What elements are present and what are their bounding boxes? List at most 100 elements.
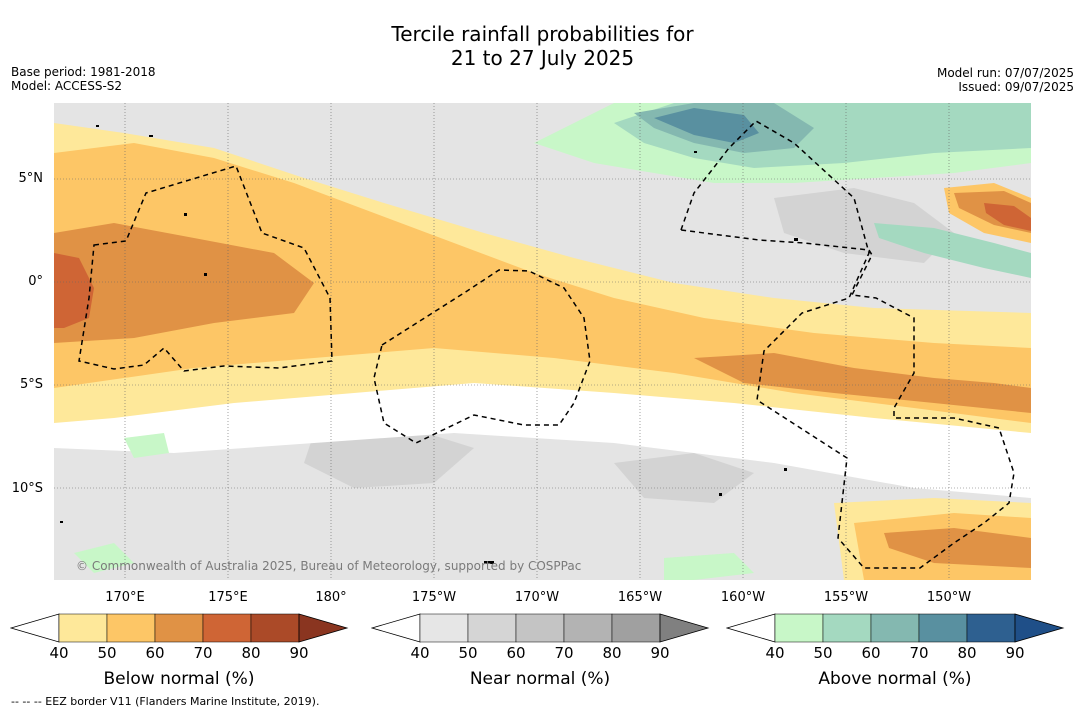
cb-below-bin-1 (58, 613, 108, 643)
cb-below-bin-2 (106, 613, 156, 643)
cb-near-upper-arrow (659, 613, 710, 643)
island (60, 521, 63, 523)
title-line-2: 21 to 27 July 2025 (450, 46, 635, 70)
below-normal-70-patch-west (54, 253, 94, 328)
cb-above-title: Above normal (%) (818, 669, 972, 689)
cb-above-tick: 50 (813, 644, 833, 662)
cb-above-lower-arrow (726, 613, 776, 643)
cb-below-bin-3 (154, 613, 204, 643)
lon-label-150w: 150°W (926, 590, 972, 605)
above-normal-small-patch-1 (124, 433, 169, 458)
island (484, 561, 494, 564)
cb-below-title: Below normal (%) (103, 669, 255, 689)
eez-legend-note: -- -- -- EEZ border V11 (Flanders Marine… (11, 695, 320, 708)
cb-above-bin-4 (918, 613, 968, 643)
island (204, 273, 207, 276)
island (694, 151, 697, 153)
cb-above-tick: 80 (957, 644, 977, 662)
cb-above-bin-2 (822, 613, 872, 643)
title-line-1: Tercile rainfall probabilities for (391, 22, 694, 46)
eez-border-kiribati-phoenix (373, 269, 591, 444)
lat-label-10s: 10°S (11, 481, 43, 496)
colorbar-below-normal (10, 613, 349, 643)
lon-label-175w: 175°W (411, 590, 457, 605)
white-band-south (54, 403, 1031, 498)
eez-border-kiribati-line (679, 120, 1015, 569)
cb-above-tick: 90 (1005, 644, 1025, 662)
cb-near-tick: 50 (458, 644, 478, 662)
below-normal-60-patch-west (54, 223, 314, 343)
cb-near-tick: 80 (602, 644, 622, 662)
above-normal-80-region (654, 108, 759, 143)
above-normal-small-patch-3 (74, 543, 134, 573)
meta-left: Base period: 1981-2018 Model: ACCESS-S2 (11, 65, 156, 93)
cb-below-tick: 70 (193, 644, 213, 662)
island (719, 493, 722, 496)
island (184, 213, 187, 216)
lon-label-170w: 170°W (514, 590, 560, 605)
lon-label-180: 180° (315, 590, 347, 605)
cb-near-tick: 90 (650, 644, 670, 662)
island (794, 238, 798, 241)
eez-borders (78, 120, 1015, 569)
lon-label-160w: 160°W (720, 590, 766, 605)
model-run: Model run: 07/07/2025 (936, 66, 1074, 80)
cb-below-bin-4 (202, 613, 252, 643)
cb-above-tick: 40 (765, 644, 785, 662)
lon-label-170e: 170°E (105, 590, 145, 605)
lon-label-155w: 155°W (823, 590, 869, 605)
cb-below-tick: 40 (49, 644, 69, 662)
cb-below-tick: 80 (241, 644, 261, 662)
islands (60, 125, 798, 564)
gridlines (54, 103, 1031, 580)
island (96, 125, 99, 127)
below-normal-60-patch-central (694, 353, 1031, 413)
lon-label-175e: 175°E (208, 590, 248, 605)
island (784, 468, 787, 471)
lat-label-5s: 5°S (19, 377, 43, 392)
cb-near-bin-3 (515, 613, 565, 643)
colorbar-above-normal (726, 613, 1065, 643)
near-normal-darker-patch-3 (614, 453, 754, 503)
base-period: Base period: 1981-2018 (11, 65, 156, 79)
rainfall-fields (54, 103, 1031, 580)
model-name: Model: ACCESS-S2 (11, 79, 123, 93)
cb-near-bin-2 (467, 613, 517, 643)
copyright-notice: © Commonwealth of Australia 2025, Bureau… (76, 559, 582, 573)
cb-above-bin-5 (966, 613, 1016, 643)
below-normal-50-band (54, 143, 1031, 423)
issued-date: Issued: 09/07/2025 (958, 80, 1074, 94)
cb-above-upper-arrow (1014, 613, 1065, 643)
cb-above-bin-3 (870, 613, 920, 643)
lat-label-0: 0° (28, 274, 43, 289)
cb-near-title: Near normal (%) (469, 669, 611, 689)
cb-near-bin-5 (611, 613, 661, 643)
cb-below-upper-arrow (298, 613, 349, 643)
cb-near-tick: 70 (554, 644, 574, 662)
cb-below-lower-arrow (10, 613, 60, 643)
cb-below-tick: 60 (145, 644, 165, 662)
lon-label-165w: 165°W (617, 590, 663, 605)
below-normal-60-patch-southeast (884, 528, 1031, 568)
cb-near-tick: 60 (506, 644, 526, 662)
below-normal-70-patch-northeast (984, 203, 1031, 231)
map-area (54, 103, 1031, 580)
cb-above-tick: 70 (909, 644, 929, 662)
lat-label-5n: 5°N (18, 171, 44, 186)
cb-near-bin-4 (563, 613, 613, 643)
cb-above-tick: 60 (861, 644, 881, 662)
cb-near-lower-arrow (371, 613, 421, 643)
island (149, 135, 153, 137)
meta-right: Model run: 07/07/2025 Issued: 09/07/2025 (937, 66, 1074, 94)
above-normal-60-east-strip (874, 223, 1031, 278)
colorbar-near-normal (371, 613, 710, 643)
above-normal-small-patch-2 (664, 553, 754, 580)
map-title: Tercile rainfall probabilities for 21 to… (0, 22, 1085, 70)
cb-near-tick: 40 (410, 644, 430, 662)
cb-below-tick: 90 (289, 644, 309, 662)
cb-below-tick: 50 (97, 644, 117, 662)
cb-near-bin-1 (419, 613, 469, 643)
eez-border-kiribati-gilbert (78, 165, 333, 372)
cb-below-bin-5 (250, 613, 300, 643)
cb-above-bin-1 (774, 613, 824, 643)
